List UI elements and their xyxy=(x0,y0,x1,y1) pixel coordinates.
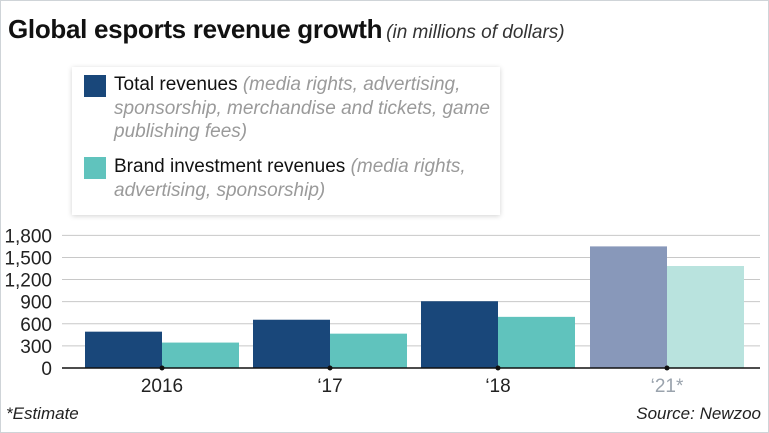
y-tick-label: 0 xyxy=(41,359,52,380)
legend-note-total: (media rights, advertising, sponsorship,… xyxy=(114,74,490,142)
chart-title: Global esports revenue growth (in million… xyxy=(8,14,565,45)
legend: Total revenues (media rights, advertisin… xyxy=(72,67,500,215)
x-tick-label: 2016 xyxy=(141,376,183,397)
legend-name-total: Total revenues xyxy=(114,74,238,95)
bars xyxy=(85,246,744,368)
source-credit: Source: Newzoo xyxy=(636,404,761,423)
footnote: *Estimate xyxy=(6,404,79,423)
y-tick-label: 1,500 xyxy=(4,248,52,269)
bar-total-revenues xyxy=(421,301,498,368)
bar-total-revenues xyxy=(590,246,667,368)
y-tick-label: 1,800 xyxy=(4,226,52,247)
y-tick-label: 1,200 xyxy=(4,271,52,292)
legend-swatch-brand xyxy=(84,157,106,179)
y-tick-label: 900 xyxy=(20,293,52,314)
legend-swatch-total xyxy=(84,75,106,97)
x-tick-label: ‘21* xyxy=(651,376,684,397)
bar-brand-investment xyxy=(162,342,239,368)
bar-total-revenues xyxy=(85,331,162,368)
bar-brand-investment xyxy=(330,333,407,368)
chart-subtitle: (in millions of dollars) xyxy=(386,22,565,43)
bar-brand-investment xyxy=(498,316,575,368)
y-tick-label: 300 xyxy=(20,337,52,358)
bar-brand-investment xyxy=(667,265,744,368)
legend-label-total: Total revenues (media rights, advertisin… xyxy=(114,73,504,144)
legend-name-brand: Brand investment revenues xyxy=(114,156,346,177)
x-tick-label: ‘18 xyxy=(485,376,510,397)
legend-label-brand: Brand investment revenues (media rights,… xyxy=(114,155,504,202)
bar-total-revenues xyxy=(253,319,330,368)
y-tick-label: 600 xyxy=(20,315,52,336)
x-tick-label: ‘17 xyxy=(317,376,342,397)
chart-title-text: Global esports revenue growth xyxy=(8,14,383,44)
legend-note-brand: (media rights, advertising, sponsorship) xyxy=(114,156,466,201)
